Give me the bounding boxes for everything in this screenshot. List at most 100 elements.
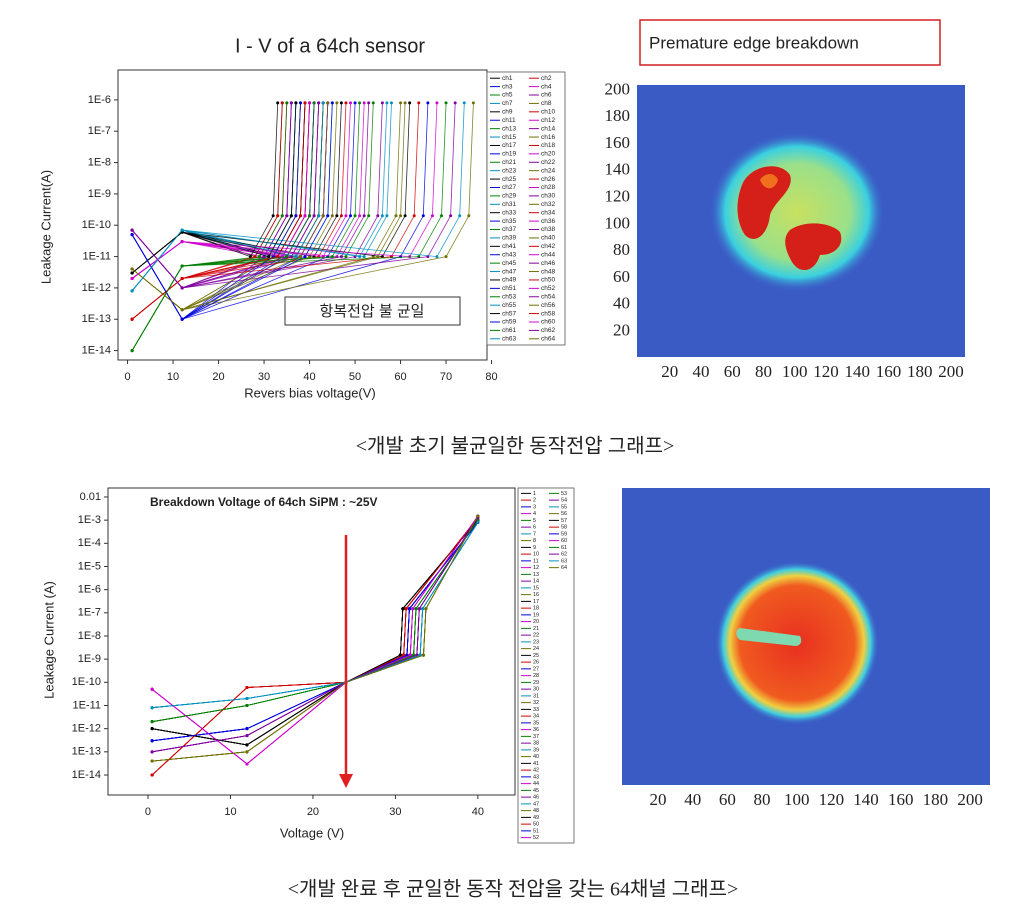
legend-label: ch38 — [541, 226, 555, 233]
series-line — [151, 517, 479, 776]
data-point — [344, 255, 348, 259]
y-tick-label: 1E-9 — [88, 188, 111, 200]
legend-label: 58 — [561, 525, 567, 531]
x-tick-label: 50 — [349, 371, 361, 383]
y-tick-label: 100 — [605, 213, 631, 232]
data-point — [380, 101, 384, 105]
y-tick-label: 1E-13 — [72, 746, 101, 758]
legend-label: 53 — [561, 491, 567, 497]
x-tick-label: 20 — [650, 790, 667, 809]
series-line — [152, 519, 479, 723]
legend-label: ch53 — [502, 293, 516, 300]
x-tick-label: 80 — [755, 362, 772, 381]
legend-label: ch19 — [502, 151, 516, 158]
legend-label: ch25 — [502, 176, 516, 183]
legend-label: 56 — [561, 511, 567, 517]
data-point — [399, 101, 403, 105]
legend-box — [486, 71, 566, 346]
series-line — [131, 102, 306, 320]
data-point — [248, 255, 252, 259]
legend-label: ch52 — [541, 285, 555, 292]
legend-label: 37 — [533, 734, 539, 740]
data-point — [407, 607, 411, 611]
series-line — [152, 515, 479, 762]
y-tick-label: 0.01 — [80, 491, 101, 503]
data-point — [339, 255, 343, 259]
legend-label: ch60 — [541, 319, 555, 326]
legend-label: 39 — [533, 747, 539, 753]
legend-label: 11 — [533, 558, 539, 564]
series-line — [151, 515, 479, 765]
series-line — [151, 517, 479, 776]
plot-frame — [107, 487, 516, 796]
x-tick-label: 20 — [212, 371, 224, 383]
data-point — [317, 214, 321, 218]
legend-label: ch61 — [502, 327, 516, 334]
x-tick-label: 40 — [684, 790, 701, 809]
data-point — [150, 739, 154, 743]
series-line — [131, 102, 320, 311]
legend-label: 2 — [533, 498, 536, 504]
x-tick-label: 20 — [307, 806, 319, 818]
series-line — [152, 517, 479, 753]
legend-label: ch46 — [541, 260, 555, 267]
legend-label: ch16 — [541, 134, 555, 141]
x-tick-label: 160 — [888, 790, 914, 809]
series-line — [152, 519, 479, 746]
x-tick-label: 200 — [938, 362, 964, 381]
legend-label: 27 — [533, 666, 539, 672]
legend-label: ch51 — [502, 285, 516, 292]
data-point — [245, 703, 249, 707]
data-point — [385, 101, 389, 105]
series-line — [152, 515, 479, 762]
y-tick-label: 140 — [605, 160, 631, 179]
series-line — [152, 517, 479, 753]
legend-label: 28 — [533, 673, 539, 679]
data-point — [358, 214, 362, 218]
series-line — [152, 517, 479, 753]
legend-label: 38 — [533, 741, 539, 747]
legend-label: 10 — [533, 552, 539, 558]
legend-label: ch3 — [502, 83, 513, 90]
heatmap-image — [637, 85, 965, 357]
data-point — [330, 214, 334, 218]
legend-label: ch9 — [502, 109, 513, 116]
legend-label: ch8 — [541, 100, 552, 107]
data-point — [471, 101, 475, 105]
plots: 0 10 20 30 40 50 60 70 801E-61E-71E-81E-91E-101E… — [72, 69, 983, 844]
legend-label: 31 — [533, 693, 539, 699]
data-point — [404, 607, 408, 611]
data-point — [449, 214, 453, 218]
data-point — [408, 101, 412, 105]
data-point — [398, 653, 402, 657]
data-point — [458, 214, 462, 218]
y-tick-label: 1E-7 — [88, 125, 111, 137]
x-tick-label: 80 — [754, 790, 771, 809]
data-point — [426, 101, 430, 105]
series-line — [152, 515, 479, 762]
data-point — [344, 101, 348, 105]
y-tick-label: 1E-11 — [72, 699, 101, 711]
y-tick-label: 1E-6 — [78, 584, 101, 596]
data-point — [414, 607, 418, 611]
data-point — [421, 607, 425, 611]
legend-label: ch34 — [541, 209, 555, 216]
series-line — [151, 515, 479, 765]
legend-label: ch21 — [502, 159, 516, 166]
data-point — [403, 101, 407, 105]
data-point — [417, 607, 421, 611]
data-point — [130, 276, 134, 280]
series-line — [131, 102, 288, 351]
annotation: Breakdown Voltage of 64ch SiPM : ~25V — [150, 495, 378, 509]
legend-label: 55 — [561, 504, 567, 510]
data-point — [330, 101, 334, 105]
data-point — [289, 214, 293, 218]
data-point — [385, 214, 389, 218]
annotation-box — [639, 19, 941, 66]
data-point — [289, 101, 293, 105]
series-line — [151, 517, 479, 776]
x-tick-label: 10 — [224, 806, 236, 818]
legend-label: ch42 — [541, 243, 555, 250]
series-line — [151, 517, 479, 776]
series-line — [152, 522, 479, 709]
